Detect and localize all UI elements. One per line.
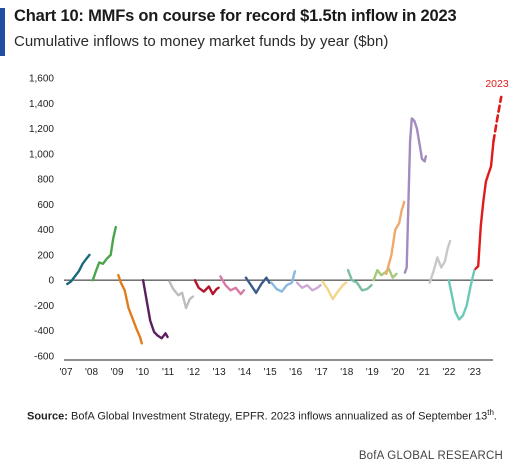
title-accent-bar — [0, 8, 5, 56]
series-line-2018 — [346, 268, 373, 292]
source-text: BofA Global Investment Strategy, EPFR. 2… — [71, 410, 488, 423]
series-line-2023 — [474, 139, 495, 271]
x-tick-label: '22 — [442, 367, 455, 378]
y-tick-label: 1,000 — [29, 149, 54, 160]
chart-subtitle: Cumulative inflows to money market funds… — [14, 33, 389, 50]
x-tick-label: '08 — [85, 367, 98, 378]
series-line-2016 — [295, 281, 322, 292]
y-tick-label: 800 — [37, 175, 54, 186]
source-note: Source: BofA Global Investment Strategy,… — [27, 403, 497, 427]
x-tick-label: '23 — [468, 367, 481, 378]
footer-brand: BofA GLOBAL RESEARCH — [358, 450, 503, 462]
series-line-2013 — [219, 275, 246, 296]
x-tick-label: '10 — [136, 367, 149, 378]
x-tick-label: '09 — [111, 367, 124, 378]
series-line-2015 — [270, 270, 297, 293]
series-line-2022 — [428, 239, 452, 284]
x-tick-label: '21 — [417, 367, 430, 378]
y-tick-label: 1,400 — [29, 99, 54, 110]
series-line-2017 — [321, 280, 348, 301]
series-line-2020-peak — [403, 117, 428, 274]
y-tick-label: 1,600 — [29, 74, 54, 85]
x-tick-label: '07 — [59, 367, 72, 378]
y-tick-label: -600 — [34, 352, 54, 363]
series-line-2022-fall — [447, 268, 476, 321]
annotation-label: 2023 — [485, 78, 509, 90]
series-line-2014 — [244, 276, 271, 295]
x-tick-label: '16 — [289, 367, 302, 378]
x-tick-label: '15 — [264, 367, 277, 378]
x-tick-label: '12 — [187, 367, 200, 378]
source-superscript: th — [487, 408, 494, 417]
series-line-2007 — [66, 253, 91, 286]
series-line-2020 — [385, 200, 406, 276]
source-suffix: . — [493, 410, 497, 423]
y-tick-label: 600 — [37, 200, 54, 211]
y-tick-label: 1,200 — [29, 124, 54, 135]
y-tick-label: -200 — [34, 301, 54, 312]
series-line-2008 — [91, 225, 118, 282]
series-line-2012 — [193, 278, 220, 296]
series-line-2011 — [168, 280, 195, 310]
series-projection-2023 — [492, 95, 503, 143]
x-tick-label: '19 — [366, 367, 379, 378]
x-tick-label: '11 — [162, 367, 175, 378]
y-tick-label: 200 — [37, 250, 54, 261]
x-tick-label: '13 — [213, 367, 226, 378]
y-tick-label: 0 — [48, 276, 54, 287]
x-tick-label: '14 — [238, 367, 251, 378]
x-tick-label: '20 — [391, 367, 404, 378]
series-line-2009 — [117, 273, 144, 345]
series-line-2019 — [372, 267, 398, 282]
y-tick-label: -400 — [34, 326, 54, 337]
y-tick-label: 400 — [37, 225, 54, 236]
series-line-2010 — [141, 278, 169, 340]
chart-title: Chart 10: MMFs on course for record $1.5… — [14, 7, 457, 25]
x-tick-label: '17 — [315, 367, 328, 378]
chart-area: 1,600 1,400 1,200 1,000 800 600 400 200 0 -200 -40… — [29, 74, 509, 379]
source-label: Source: — [27, 410, 68, 423]
x-tick-label: '18 — [340, 367, 353, 378]
